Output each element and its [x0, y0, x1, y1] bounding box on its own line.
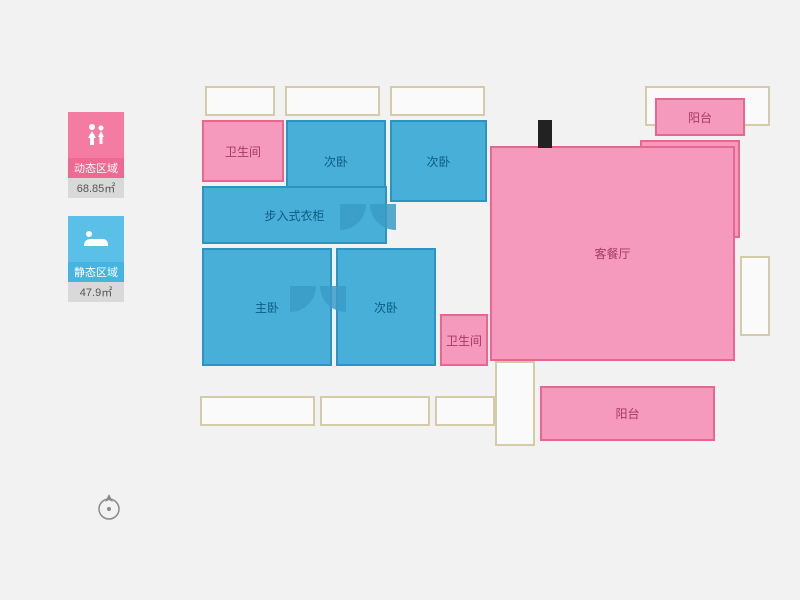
- compass-icon: [94, 492, 124, 522]
- room-label: 步入式衣柜: [264, 207, 324, 224]
- room-living-dining: 客餐厅: [490, 146, 735, 361]
- room-label: 次卧: [426, 153, 450, 170]
- legend-static-label: 静态区域: [68, 262, 124, 282]
- room-label: 阳台: [688, 109, 712, 126]
- room-bedroom-sec-3: 次卧: [336, 248, 436, 366]
- wall-outline: [205, 86, 275, 116]
- room-bedroom-sec-2: 次卧: [390, 120, 487, 202]
- legend-dynamic-value: 68.85㎡: [68, 178, 124, 198]
- wall-outline: [435, 396, 495, 426]
- people-icon: [82, 121, 110, 149]
- room-balcony-bot: 阳台: [540, 386, 715, 441]
- legend-static-icon: [68, 216, 124, 262]
- room-label: 卫生间: [446, 332, 482, 349]
- legend-static-value: 47.9㎡: [68, 282, 124, 302]
- room-label: 次卧: [374, 299, 398, 316]
- room-bathroom-bot: 卫生间: [440, 314, 488, 366]
- wall-outline: [495, 361, 535, 446]
- wall-outline: [740, 256, 770, 336]
- legend-dynamic-icon: [68, 112, 124, 158]
- room-label: 阳台: [615, 405, 639, 422]
- room-label: 卫生间: [225, 143, 261, 160]
- legend-static: 静态区域 47.9㎡: [68, 216, 124, 302]
- room-balcony-top: 阳台: [655, 98, 745, 136]
- wall-outline: [200, 396, 315, 426]
- room-bedroom-master: 主卧: [202, 248, 332, 366]
- structural-block: [538, 120, 552, 148]
- legend-dynamic-label: 动态区域: [68, 158, 124, 178]
- room-label: 客餐厅: [594, 245, 630, 262]
- floorplan: 阳台厨房客餐厅卫生间卫生间阳台次卧次卧步入式衣柜主卧次卧: [180, 86, 770, 496]
- wall-outline: [320, 396, 430, 426]
- legend-dynamic: 动态区域 68.85㎡: [68, 112, 124, 198]
- wall-outline: [285, 86, 380, 116]
- wall-outline: [390, 86, 485, 116]
- room-bathroom-top: 卫生间: [202, 120, 284, 182]
- rest-icon: [81, 228, 111, 250]
- room-label: 主卧: [255, 299, 279, 316]
- room-label: 次卧: [324, 153, 348, 170]
